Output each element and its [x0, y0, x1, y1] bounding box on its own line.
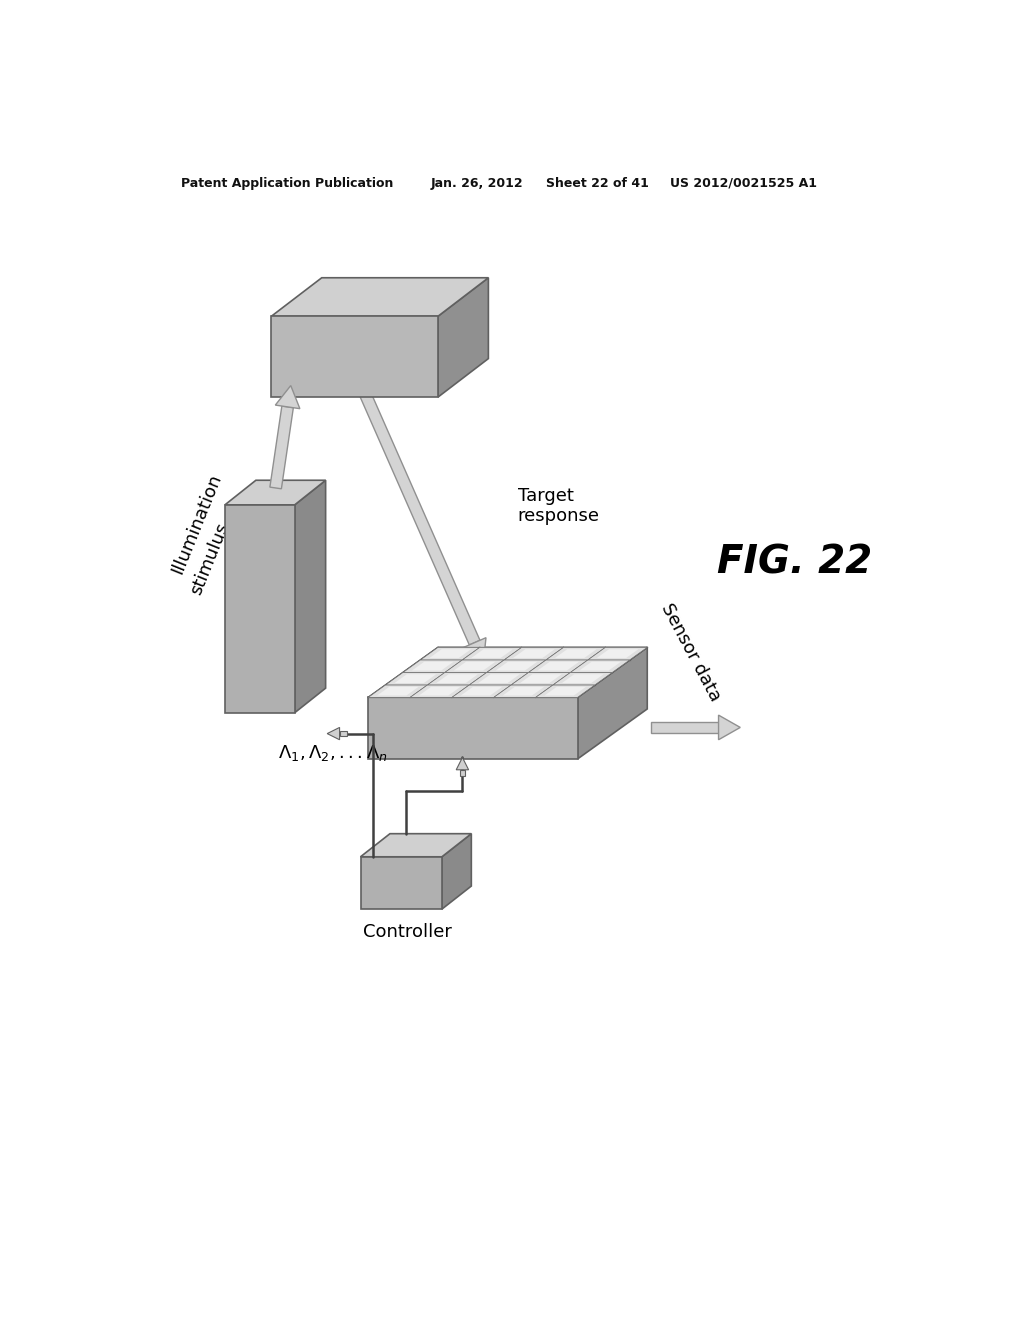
Polygon shape — [328, 727, 340, 739]
Polygon shape — [442, 834, 471, 909]
Polygon shape — [340, 731, 347, 737]
Polygon shape — [496, 661, 538, 671]
Polygon shape — [546, 647, 605, 660]
Text: Illumination: Illumination — [168, 471, 224, 577]
Polygon shape — [463, 638, 486, 663]
Polygon shape — [545, 686, 586, 696]
Polygon shape — [553, 672, 612, 685]
Polygon shape — [528, 660, 588, 672]
Polygon shape — [377, 686, 419, 696]
Text: US 2012/0021525 A1: US 2012/0021525 A1 — [671, 177, 817, 190]
Polygon shape — [271, 277, 488, 317]
Polygon shape — [386, 672, 445, 685]
Polygon shape — [513, 649, 555, 657]
Polygon shape — [454, 661, 496, 671]
Polygon shape — [478, 675, 520, 682]
Polygon shape — [570, 660, 630, 672]
Polygon shape — [494, 685, 553, 697]
Polygon shape — [503, 686, 544, 696]
Polygon shape — [225, 480, 326, 506]
Polygon shape — [403, 660, 463, 672]
Polygon shape — [460, 770, 465, 776]
Polygon shape — [225, 506, 295, 713]
Polygon shape — [275, 385, 300, 409]
Polygon shape — [445, 660, 504, 672]
Text: Target: Target — [518, 487, 573, 504]
Text: response: response — [518, 507, 600, 525]
Polygon shape — [369, 647, 647, 697]
Polygon shape — [511, 672, 570, 685]
Polygon shape — [486, 660, 546, 672]
Text: Patent Application Publication: Patent Application Publication — [180, 177, 393, 190]
Polygon shape — [719, 715, 740, 739]
Polygon shape — [270, 407, 293, 488]
Polygon shape — [536, 685, 595, 697]
Polygon shape — [419, 686, 461, 696]
Polygon shape — [394, 675, 436, 682]
Polygon shape — [412, 661, 454, 671]
Polygon shape — [452, 685, 511, 697]
Polygon shape — [580, 661, 621, 671]
Polygon shape — [369, 685, 428, 697]
Text: stimulus: stimulus — [186, 520, 232, 598]
Polygon shape — [588, 647, 647, 660]
Polygon shape — [471, 649, 513, 657]
Polygon shape — [597, 649, 638, 657]
Polygon shape — [360, 857, 442, 909]
Polygon shape — [457, 758, 469, 770]
Polygon shape — [538, 661, 579, 671]
Polygon shape — [271, 317, 438, 397]
Text: Sensor data: Sensor data — [657, 601, 724, 705]
Text: Sheet 22 of 41: Sheet 22 of 41 — [547, 177, 649, 190]
Polygon shape — [461, 686, 503, 696]
Polygon shape — [429, 649, 471, 657]
Polygon shape — [562, 675, 603, 682]
Polygon shape — [578, 647, 647, 759]
Text: $\Lambda_1,\Lambda_2,...\Lambda_n$: $\Lambda_1,\Lambda_2,...\Lambda_n$ — [279, 743, 388, 763]
Polygon shape — [463, 647, 521, 660]
Polygon shape — [504, 647, 563, 660]
Polygon shape — [520, 675, 561, 682]
Text: FIG. 22: FIG. 22 — [717, 544, 872, 582]
Polygon shape — [421, 647, 480, 660]
Polygon shape — [428, 672, 486, 685]
Polygon shape — [369, 697, 578, 759]
Text: Jan. 26, 2012: Jan. 26, 2012 — [430, 177, 523, 190]
Polygon shape — [295, 480, 326, 713]
Polygon shape — [436, 675, 478, 682]
Polygon shape — [651, 722, 719, 733]
Polygon shape — [360, 834, 471, 857]
Polygon shape — [555, 649, 597, 657]
Polygon shape — [356, 383, 480, 645]
Polygon shape — [410, 685, 469, 697]
Text: Controller: Controller — [362, 923, 452, 941]
Polygon shape — [438, 277, 488, 397]
Polygon shape — [469, 672, 528, 685]
